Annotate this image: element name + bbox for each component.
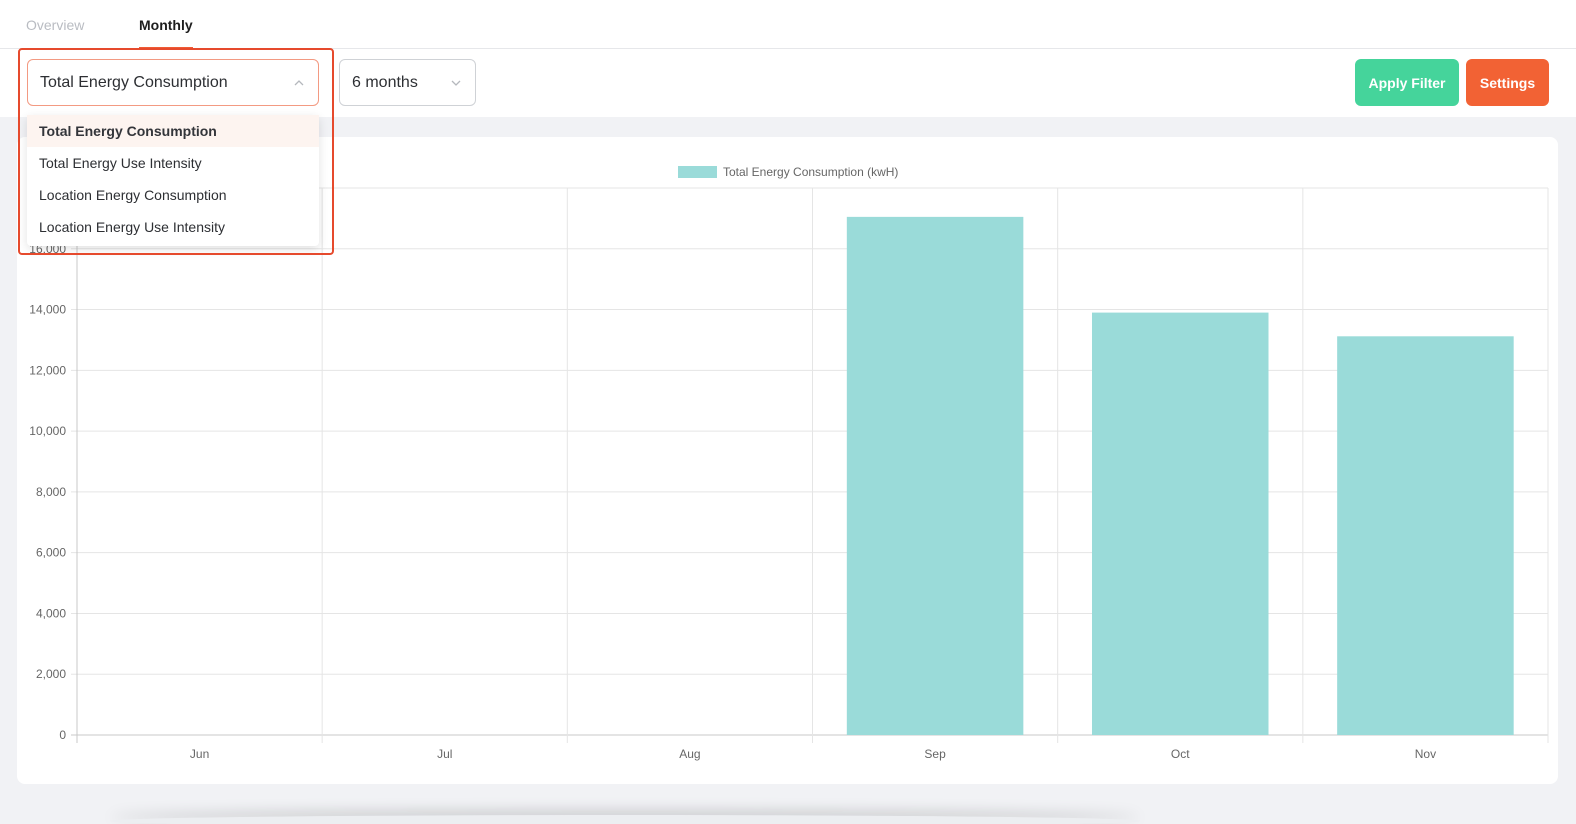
bottom-panel-edge	[110, 815, 1140, 824]
tab-monthly[interactable]: Monthly	[139, 17, 193, 49]
period-select-value: 6 months	[352, 73, 418, 91]
metric-select-value: Total Energy Consumption	[40, 73, 228, 91]
period-select[interactable]: 6 months	[339, 59, 476, 106]
metric-select[interactable]: Total Energy Consumption	[27, 59, 319, 106]
metric-dropdown-menu: Total Energy Consumption Total Energy Us…	[27, 115, 319, 246]
chevron-down-icon	[451, 80, 461, 86]
settings-button[interactable]: Settings	[1466, 59, 1549, 106]
dropdown-option-total-energy-use-intensity[interactable]: Total Energy Use Intensity	[39, 155, 202, 171]
dropdown-option-location-energy-use-intensity[interactable]: Location Energy Use Intensity	[39, 219, 225, 235]
tab-bar: Overview Monthly	[0, 0, 1576, 49]
dropdown-option-total-energy-consumption[interactable]: Total Energy Consumption	[27, 115, 319, 147]
apply-filter-button[interactable]: Apply Filter	[1355, 59, 1459, 106]
tab-overview[interactable]: Overview	[26, 17, 85, 33]
chevron-up-icon	[294, 79, 304, 85]
dropdown-option-location-energy-consumption[interactable]: Location Energy Consumption	[39, 187, 227, 203]
